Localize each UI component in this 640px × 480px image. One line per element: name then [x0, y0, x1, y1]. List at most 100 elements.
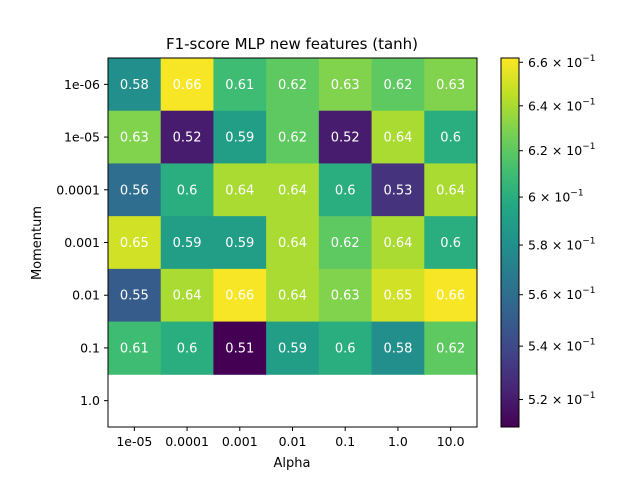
cell-value-label: 0.51 [225, 341, 254, 356]
colorbar-tick-label: 6.6 × 10−1 [528, 54, 596, 70]
heatmap-cell [108, 268, 162, 323]
cell-value-label: 0.59 [225, 236, 254, 251]
cell-value-label: 0.56 [120, 183, 149, 198]
heatmap-cell [266, 58, 320, 112]
heatmap-cell [424, 58, 478, 112]
cell-value-label: 0.58 [120, 78, 149, 93]
cell-value-label: 0.66 [436, 289, 465, 304]
cell-value-label: 0.66 [173, 78, 202, 93]
heatmap-cell [424, 110, 478, 164]
colorbar-tick-label: 5.4 × 10−1 [528, 338, 596, 354]
y-tick-label: 1e-05 [64, 130, 100, 145]
heatmap-cell [266, 268, 320, 323]
cell-value-label: 0.64 [278, 183, 307, 198]
cell-value-label: 0.6 [440, 131, 461, 146]
x-tick-label: 0.0001 [165, 434, 209, 449]
cell-value-label: 0.64 [278, 289, 307, 304]
heatmap-cell [424, 321, 478, 375]
cell-value-label: 0.65 [120, 236, 149, 251]
cell-value-label: 0.58 [383, 341, 412, 356]
cell-value-label: 0.62 [331, 236, 360, 251]
cell-value-label: 0.6 [335, 183, 356, 198]
y-tick-label: 0.001 [64, 235, 100, 250]
cell-value-label: 0.66 [225, 289, 254, 304]
heatmap-cell [213, 216, 267, 270]
heatmap-cell [266, 163, 320, 217]
colorbar-tick-label: 6.2 × 10−1 [528, 142, 596, 158]
cell-value-label: 0.62 [278, 78, 307, 93]
heatmap-cell [160, 110, 214, 164]
cell-value-label: 0.63 [331, 289, 360, 304]
heatmap-cell [371, 58, 425, 112]
heatmap-cell [424, 163, 478, 217]
y-axis-label: Momentum [30, 206, 45, 280]
x-tick-label: 0.1 [335, 434, 355, 449]
heatmap-cell [108, 163, 162, 217]
cell-value-label: 0.61 [120, 341, 149, 356]
heatmap-cell [108, 321, 162, 375]
cell-value-label: 0.62 [436, 341, 465, 356]
cell-value-label: 0.63 [331, 78, 360, 93]
cell-value-label: 0.53 [383, 183, 412, 198]
y-tick-label: 0.0001 [56, 182, 100, 197]
heatmap-cell [266, 216, 320, 270]
cell-value-label: 0.59 [225, 131, 254, 146]
cell-value-label: 0.64 [173, 289, 202, 304]
cell-value-label: 0.64 [383, 131, 412, 146]
y-axis-ticks: 1e-06 1e-05 0.0001 0.001 0.01 0.1 1.0 [56, 77, 108, 408]
cell-value-label: 0.64 [278, 236, 307, 251]
cell-value-label: 0.6 [335, 341, 356, 356]
heatmap-cell [318, 268, 373, 323]
heatmap-cell [160, 216, 214, 270]
y-tick-label: 0.1 [80, 340, 100, 355]
heatmap-cell [213, 58, 267, 112]
cell-value-label: 0.63 [120, 131, 149, 146]
heatmap-cell [266, 321, 320, 375]
heatmap-cell [108, 110, 162, 164]
heatmap-cell [108, 58, 162, 112]
cell-value-label: 0.64 [225, 183, 254, 198]
cell-value-label: 0.64 [436, 183, 465, 198]
heatmap-cell [424, 268, 478, 323]
cell-value-label: 0.6 [177, 183, 198, 198]
heatmap-cell [424, 216, 478, 270]
cell-value-label: 0.59 [173, 236, 202, 251]
colorbar [500, 57, 520, 428]
x-tick-label: 10.0 [437, 434, 465, 449]
colorbar-tick-label: 6 × 10−1 [528, 189, 584, 205]
heatmap-cell [318, 110, 373, 164]
colorbar-tick-label: 6.4 × 10−1 [528, 97, 596, 113]
cell-value-label: 0.62 [278, 131, 307, 146]
cell-value-label: 0.6 [177, 341, 198, 356]
heatmap-cell [213, 321, 267, 375]
heatmap-cells: 0.58 0.66 0.61 0.62 0.63 0.62 0.63 0.63 0.52 0.59… [108, 58, 478, 375]
y-tick-label: 0.01 [72, 288, 100, 303]
heatmap-cell [213, 110, 267, 164]
x-tick-label: 0.01 [279, 434, 307, 449]
heatmap-cell [318, 216, 373, 270]
heatmap-cell [371, 163, 425, 217]
chart-title: F1-score MLP new features (tanh) [166, 35, 418, 53]
heatmap-cell [213, 163, 267, 217]
colorbar-tick-label: 5.8 × 10−1 [528, 237, 596, 253]
heatmap-cell [318, 321, 373, 375]
x-axis-label: Alpha [274, 456, 311, 471]
heatmap-cell [371, 216, 425, 270]
colorbar-tick-label: 5.6 × 10−1 [528, 286, 596, 302]
colorbar-tick-label: 5.2 × 10−1 [528, 391, 596, 407]
cell-value-label: 0.59 [278, 341, 307, 356]
cell-value-label: 0.65 [383, 289, 412, 304]
heatmap-cell [213, 268, 267, 323]
cell-value-label: 0.63 [436, 78, 465, 93]
heatmap-cell [108, 216, 162, 270]
heatmap-cell [160, 58, 214, 112]
heatmap-cell [371, 268, 425, 323]
x-tick-label: 0.001 [222, 434, 258, 449]
cell-value-label: 0.52 [331, 131, 360, 146]
cell-value-label: 0.61 [225, 78, 254, 93]
heatmap-cell [266, 110, 320, 164]
cell-value-label: 0.55 [120, 289, 149, 304]
y-tick-label: 1e-06 [64, 77, 100, 92]
colorbar-ticks: 5.2 × 10−1 5.4 × 10−1 5.6 × 10−1 5.8 × 10−1… [519, 54, 596, 407]
